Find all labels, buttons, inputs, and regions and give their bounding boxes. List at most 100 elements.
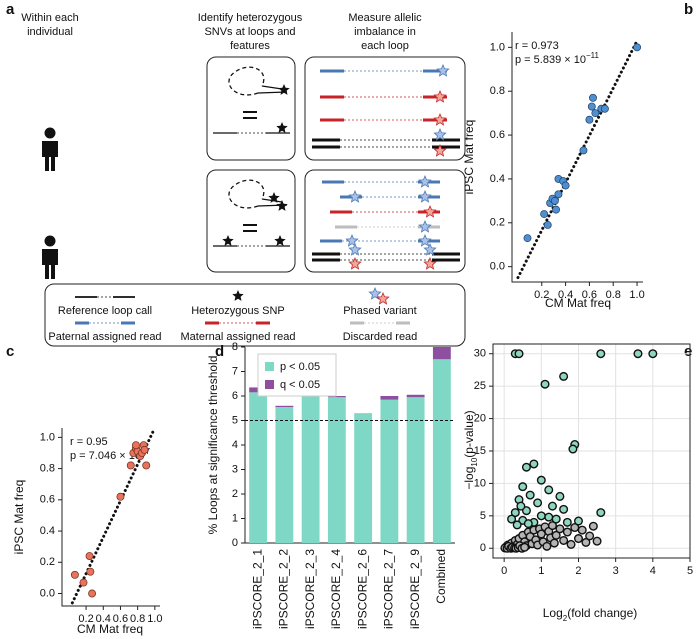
point: [116, 492, 125, 501]
y-tick-label: 20: [474, 412, 486, 424]
legend-label: Discarded read: [343, 331, 418, 343]
x-tick-label: iPSCORE_2_3: [303, 549, 317, 629]
point: [86, 567, 95, 576]
point: [633, 349, 643, 359]
point: [589, 93, 597, 102]
point: [521, 506, 531, 516]
y-tick-label: 7: [232, 365, 238, 377]
star: [268, 192, 280, 203]
bar-segment: [327, 397, 346, 543]
panel-label: b: [684, 1, 693, 18]
legend-label: q < 0.05: [280, 379, 320, 391]
equals: [243, 111, 257, 119]
y-tick-label: 0.6: [490, 129, 505, 141]
y-tick-label: 5: [232, 414, 238, 426]
point: [561, 181, 570, 190]
point: [544, 485, 554, 495]
axis-label-part: (fold change): [567, 606, 637, 620]
x-tick-label: 0.6: [113, 613, 128, 625]
point: [587, 102, 596, 111]
axis-label-part: CM Mat freq: [545, 296, 611, 310]
x-tick-label: 2: [575, 565, 581, 577]
star: [274, 235, 286, 246]
point: [555, 491, 565, 501]
point: [559, 371, 569, 381]
point: [516, 501, 526, 511]
y-tick-label: 1.0: [40, 431, 55, 443]
x-tick-label: iPSCORE_2_9: [408, 549, 422, 629]
point: [525, 490, 535, 500]
axis-label: Log2(fold change): [543, 606, 638, 622]
point: [520, 542, 530, 552]
bar-segment: [380, 396, 399, 400]
point: [529, 459, 539, 469]
axis-label-part: CM Mat freq: [77, 622, 143, 636]
axis-label-part: Log: [543, 606, 563, 620]
star: [348, 256, 362, 270]
point: [518, 482, 528, 492]
y-tick-label: 30: [474, 348, 486, 360]
y-tick-label: 0.6: [40, 494, 55, 506]
axis-label: % Loops at significance threshold: [206, 356, 220, 535]
panel-label: a: [6, 1, 15, 18]
legend-label: Paternal assigned read: [48, 331, 161, 343]
point: [552, 205, 561, 214]
y-tick-label: 15: [474, 445, 486, 457]
point: [550, 196, 559, 205]
bar-segment: [432, 347, 451, 360]
y-tick-label: 0.0: [490, 261, 505, 273]
x-tick-label: iPSCORE_2_2: [277, 549, 291, 629]
y-tick-label: 0.2: [40, 556, 55, 568]
y-tick-label: 0.0: [40, 587, 55, 599]
point: [540, 379, 550, 389]
point: [555, 524, 565, 534]
column-title: Within each: [21, 12, 78, 24]
axis-label: CM Mat freq: [77, 622, 143, 636]
axis-label: CM Mat freq: [545, 296, 611, 310]
point: [551, 514, 561, 524]
axis-label-part: % Loops at significance threshold: [206, 356, 220, 535]
person-head: [44, 235, 56, 247]
annotation-exponent: −11: [586, 51, 600, 60]
point: [648, 349, 658, 359]
point: [547, 501, 557, 511]
axis-label-part: iPSC Mat freq: [12, 480, 26, 555]
axis-label-part: −log: [462, 467, 476, 490]
point: [568, 444, 578, 454]
person-body: [42, 249, 58, 279]
x-tick-label: iPSCORE_2_1: [250, 549, 264, 629]
point: [523, 234, 532, 243]
point: [536, 511, 546, 521]
axis-label: iPSC Mat freq: [12, 480, 26, 555]
star: [433, 143, 447, 157]
point: [633, 43, 641, 52]
point: [596, 349, 606, 359]
axis-label: iPSC Mat freq: [462, 120, 476, 195]
annotation: p = 5.839 × 10−11: [515, 51, 599, 66]
x-tick-label: 0.4: [96, 613, 111, 625]
y-tick-label: 10: [474, 477, 486, 489]
x-tick-label: 0.4: [558, 289, 573, 301]
point: [533, 498, 543, 508]
point: [566, 539, 576, 549]
point: [523, 519, 533, 529]
x-tick-label: 5: [687, 565, 693, 577]
y-tick-label: 6: [232, 390, 238, 402]
point: [510, 508, 520, 518]
column-title: individual: [27, 26, 73, 38]
y-tick-label: 1.0: [490, 41, 505, 53]
legend-label: Heterozygous SNP: [191, 305, 285, 317]
star: [276, 200, 288, 211]
y-tick-label: 1: [232, 512, 238, 524]
panel-label: d: [215, 343, 224, 360]
equals: [243, 224, 257, 232]
point: [573, 534, 583, 544]
point: [126, 461, 135, 470]
y-tick-label: 4: [232, 439, 238, 451]
point: [536, 475, 546, 485]
star: [232, 290, 244, 301]
point: [85, 552, 94, 560]
point: [554, 190, 563, 199]
bar-segment: [275, 405, 294, 408]
